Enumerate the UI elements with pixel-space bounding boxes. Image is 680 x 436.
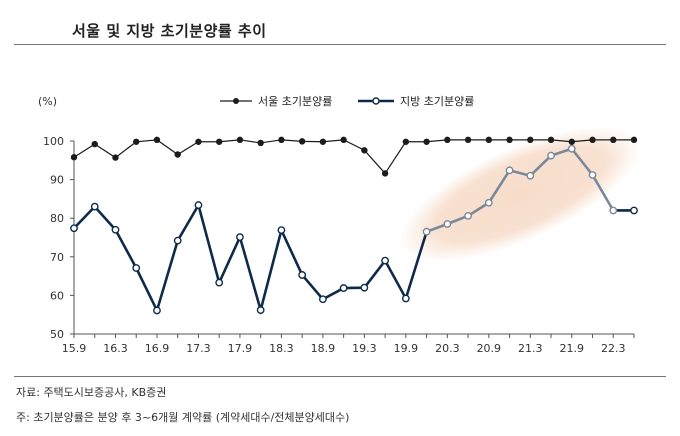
local-point [298, 271, 307, 279]
x-tick-label: 17.3 [186, 342, 211, 355]
seoul-point [610, 136, 617, 144]
footnote: 주: 초기분양률은 분양 후 3~6개월 계약률 (계약세대수/전체분양세대수) [16, 411, 350, 424]
y-tick-label: 70 [50, 251, 64, 264]
seoul-point [361, 147, 368, 154]
local-point [484, 198, 493, 207]
chart-title: 서울 및 지방 초기분양률 추이 [72, 22, 267, 40]
legend-seoul-marker [233, 98, 239, 104]
legend-local-marker [372, 97, 380, 105]
local-line [73, 201, 428, 316]
local-point [173, 236, 182, 245]
x-tick-label: 19.3 [352, 342, 377, 355]
local-point [443, 220, 452, 228]
seoul-point [319, 138, 327, 145]
x-tick-label: 20.9 [477, 342, 502, 355]
seoul-point [402, 138, 410, 145]
seoul-point [568, 138, 575, 145]
source-divider [14, 376, 666, 377]
y-unit-label: (%) [38, 95, 57, 108]
seoul-point [464, 136, 472, 144]
seoul-point [340, 136, 347, 144]
local-point [567, 144, 576, 153]
axis-layer: 50 60 70 80 90 100 (%) 15.9 16.3 16.9 17.3 17.9 18.3… [38, 95, 635, 355]
seoul-point [215, 138, 223, 145]
x-tick-label: 17.9 [228, 342, 253, 355]
local-point [630, 206, 638, 215]
seoul-point [630, 136, 638, 144]
local-point [588, 171, 597, 179]
local-point [111, 225, 120, 234]
local-point [505, 166, 514, 175]
local-point [194, 201, 203, 209]
seoul-point [174, 151, 181, 158]
x-tick-label: 16.9 [145, 342, 170, 355]
x-tick-label: 21.9 [560, 342, 585, 355]
x-tick-label: 20.3 [435, 342, 460, 355]
seoul-point [153, 136, 161, 144]
legend: 서울 초기분양률 지방 초기분양률 [220, 95, 474, 108]
y-tick-label: 80 [50, 212, 64, 225]
seoul-point [70, 154, 78, 161]
x-tick-label: 22.3 [601, 342, 626, 355]
local-point [464, 211, 472, 220]
local-point [132, 264, 141, 272]
local-point [70, 224, 78, 233]
local-point [422, 227, 431, 236]
local-point [277, 226, 286, 235]
seoul-line [73, 139, 634, 175]
x-tick-label: 15.9 [62, 342, 87, 355]
y-tick-label: 50 [50, 328, 64, 341]
seoul-point [381, 170, 389, 177]
local-line-highlighted [426, 147, 615, 233]
local-point [318, 295, 327, 304]
local-point [401, 294, 410, 303]
legend-seoul-label: 서울 초기분양률 [258, 95, 332, 108]
series-layer [70, 136, 638, 316]
local-point [526, 171, 535, 180]
local-point [609, 206, 618, 215]
local-point [215, 278, 224, 287]
seoul-point [195, 138, 202, 145]
seoul-point [278, 136, 285, 144]
x-tick-label: 18.3 [269, 342, 294, 355]
seoul-point [423, 138, 430, 145]
local-point [153, 306, 161, 315]
source-note: 자료: 주택도시보증공사, KB증권 [16, 386, 167, 399]
seoul-point [133, 138, 140, 145]
local-point [381, 256, 390, 265]
local-point [339, 284, 348, 292]
seoul-point [485, 136, 493, 144]
local-point [360, 283, 369, 292]
y-tick-label: 60 [50, 289, 64, 302]
seoul-point [506, 136, 513, 144]
seoul-point [444, 136, 451, 144]
seoul-point [589, 136, 596, 144]
highlight-ellipse [399, 126, 641, 262]
local-point [90, 202, 99, 211]
seoul-point [298, 138, 306, 145]
legend-local-label: 지방 초기분양률 [400, 95, 474, 108]
seoul-point [257, 139, 264, 147]
highlight-layer [399, 126, 641, 262]
title-divider [14, 44, 666, 45]
seoul-point [236, 136, 244, 144]
y-tick-label: 100 [43, 135, 64, 148]
x-tick-label: 21.3 [518, 342, 543, 355]
local-point [236, 233, 244, 242]
local-point [547, 151, 555, 160]
seoul-point [91, 140, 98, 148]
local-point [256, 306, 265, 314]
seoul-point [547, 136, 555, 144]
x-tick-label: 16.3 [103, 342, 128, 355]
y-tick-label: 90 [50, 174, 64, 187]
seoul-point [527, 136, 534, 144]
seoul-point [112, 154, 119, 161]
x-tick-label: 19.9 [394, 342, 419, 355]
x-tick-label: 18.9 [311, 342, 336, 355]
